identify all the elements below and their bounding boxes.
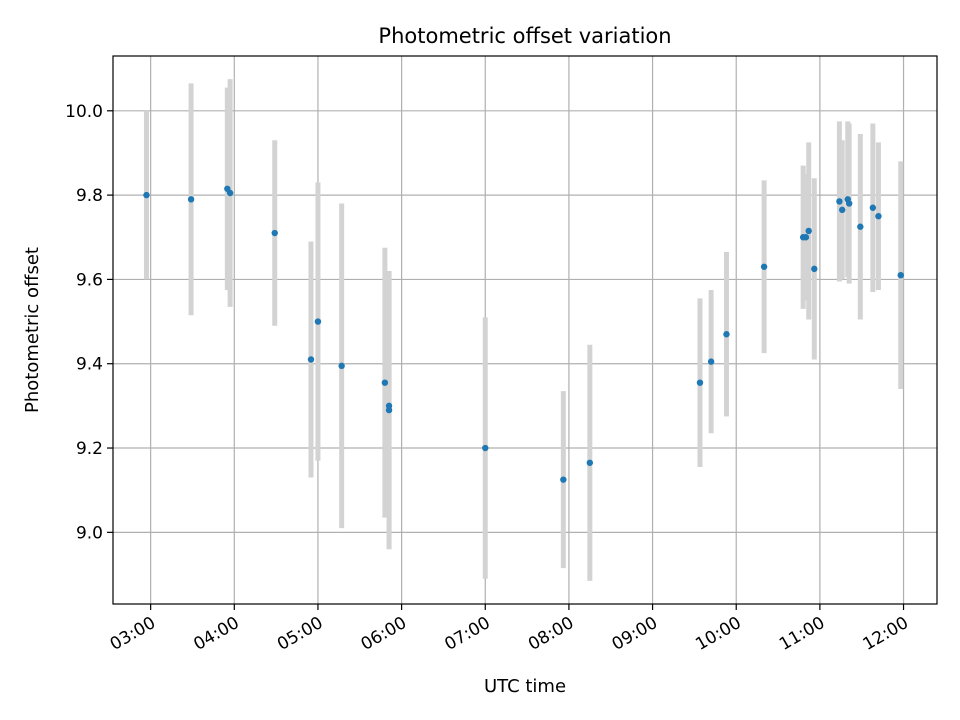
data-points bbox=[143, 185, 904, 483]
data-point bbox=[307, 356, 315, 363]
y-tick-label: 10.0 bbox=[65, 102, 103, 122]
x-tick-label: 06:00 bbox=[358, 613, 410, 655]
x-axis-label: UTC time bbox=[484, 676, 566, 697]
data-point bbox=[802, 234, 810, 241]
data-point bbox=[811, 265, 818, 273]
data-point bbox=[385, 406, 393, 414]
data-point bbox=[338, 362, 345, 370]
y-tick-label: 9.2 bbox=[76, 439, 103, 459]
error-bars bbox=[143, 79, 904, 581]
data-point bbox=[836, 198, 843, 205]
x-tick-label: 03:00 bbox=[107, 613, 159, 655]
data-point bbox=[381, 379, 389, 386]
data-point bbox=[845, 200, 853, 207]
y-axis-label: Photometric offset bbox=[22, 247, 43, 413]
plot-frame bbox=[112, 55, 938, 605]
x-tick-label: 04:00 bbox=[190, 613, 242, 655]
chart-title: Photometric offset variation bbox=[378, 24, 671, 48]
data-point bbox=[696, 379, 704, 386]
data-point bbox=[314, 318, 322, 325]
data-point bbox=[226, 189, 234, 197]
y-tick-label: 9.0 bbox=[76, 523, 103, 543]
data-point bbox=[805, 227, 812, 235]
data-point bbox=[760, 263, 768, 270]
y-tick-label: 9.6 bbox=[76, 270, 103, 290]
data-point bbox=[560, 476, 567, 483]
x-tick-label: 10:00 bbox=[692, 613, 744, 655]
data-point bbox=[586, 459, 594, 466]
data-point bbox=[869, 204, 877, 211]
x-tick-label: 12:00 bbox=[860, 613, 912, 655]
data-point bbox=[857, 223, 864, 230]
y-tick-label: 9.4 bbox=[76, 355, 103, 375]
data-point bbox=[875, 212, 882, 220]
data-point bbox=[707, 358, 715, 365]
x-tick-label: 11:00 bbox=[776, 613, 828, 655]
y-tick-label: 9.8 bbox=[76, 186, 103, 206]
data-point bbox=[723, 331, 730, 338]
x-tick-label: 08:00 bbox=[525, 613, 577, 655]
data-point bbox=[143, 191, 150, 199]
x-tick-label: 07:00 bbox=[441, 613, 493, 655]
data-point bbox=[187, 196, 195, 203]
data-point bbox=[482, 444, 489, 452]
x-tick-label: 09:00 bbox=[609, 613, 661, 655]
data-point bbox=[897, 272, 904, 279]
x-tick-label: 05:00 bbox=[274, 613, 326, 655]
data-point bbox=[271, 229, 278, 237]
data-point bbox=[838, 206, 846, 214]
